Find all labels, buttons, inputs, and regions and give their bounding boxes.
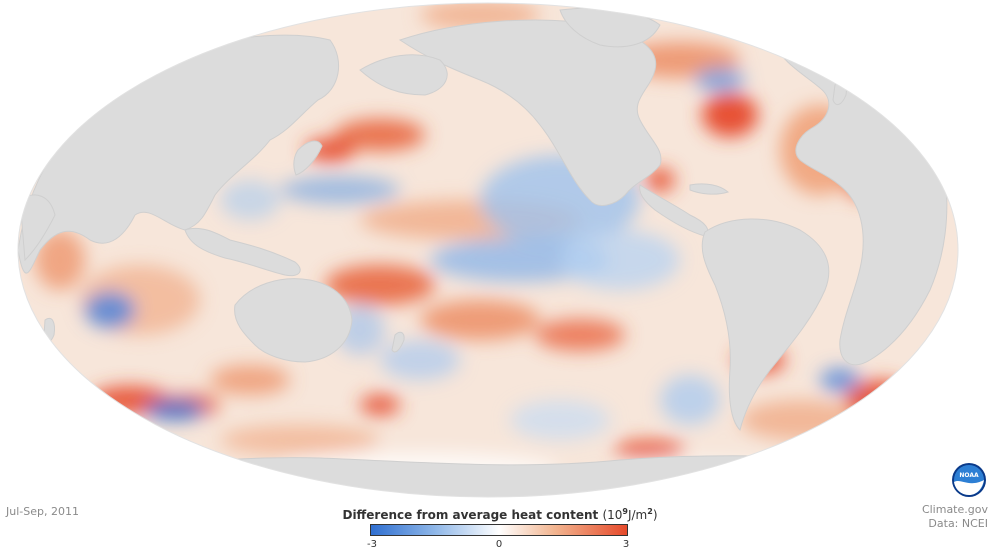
legend-title-text: Difference from average heat content bbox=[342, 508, 599, 522]
heat-content-map bbox=[17, 2, 959, 498]
legend-tick-mid: 0 bbox=[495, 539, 503, 550]
noaa-logo-text: NOAA bbox=[959, 472, 979, 479]
land-alaska bbox=[359, 54, 448, 96]
legend-title: Difference from average heat content (10… bbox=[0, 507, 1000, 522]
land-japan bbox=[293, 140, 323, 176]
legend-tick-min: -3 bbox=[367, 539, 377, 550]
land-new-zealand bbox=[391, 331, 405, 353]
land-cuba bbox=[689, 183, 730, 195]
legend-unit: (109J/m2) bbox=[602, 507, 658, 522]
globe-outline bbox=[17, 2, 959, 498]
land-south-america bbox=[701, 218, 830, 431]
legend-tick-max: 3 bbox=[622, 539, 630, 550]
land-australia bbox=[234, 278, 353, 363]
credit-climate-gov: Climate.gov bbox=[921, 503, 988, 516]
land-indonesia bbox=[184, 227, 301, 277]
noaa-logo-icon: NOAA bbox=[952, 463, 986, 497]
period-label: Jul-Sep, 2011 bbox=[6, 505, 79, 518]
legend-colorbar bbox=[370, 524, 628, 536]
land-africa-east bbox=[19, 194, 56, 262]
credit-data-source: Data: NCEI bbox=[928, 517, 988, 530]
